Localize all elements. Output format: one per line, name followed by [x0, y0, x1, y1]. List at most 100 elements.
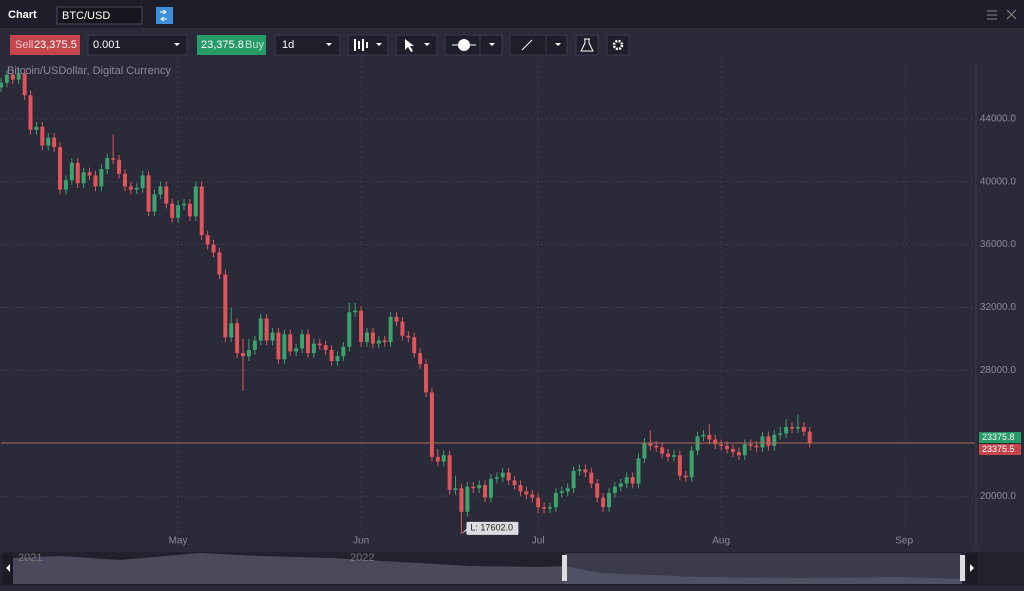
ask-tag — [979, 432, 1021, 444]
candle-body — [246, 349, 251, 357]
candle-body — [778, 433, 783, 435]
candle-body — [754, 445, 759, 448]
title-bar — [0, 0, 1024, 28]
candle-body — [105, 158, 110, 170]
link-icon[interactable] — [156, 7, 173, 24]
close-icon[interactable] — [1006, 9, 1017, 20]
candle-body — [689, 450, 694, 478]
candle-body — [52, 137, 57, 148]
cursor-icon — [405, 39, 414, 52]
candle-body — [75, 162, 80, 184]
candle-body — [618, 483, 623, 487]
candle-body — [648, 442, 653, 446]
settings-button[interactable] — [606, 34, 630, 56]
candle-body — [276, 332, 281, 360]
candle-body — [58, 147, 63, 190]
candle-body — [807, 431, 812, 444]
candle-body — [40, 126, 45, 146]
interval: 1d — [282, 39, 294, 51]
window-title: Chart — [8, 9, 37, 21]
candle-body — [801, 426, 806, 432]
navigator-handle[interactable] — [562, 555, 567, 581]
candle-body — [790, 426, 795, 429]
candle-body — [282, 334, 287, 360]
plot: May Jun Jul Aug Sep L: 17602.0 — [0, 61, 975, 547]
dropdown-arrow — [555, 43, 561, 46]
dropdown-arrow — [424, 43, 430, 46]
candle-body — [359, 310, 364, 343]
candle-body — [471, 486, 476, 489]
candle-body — [199, 186, 204, 236]
candle-body — [241, 353, 246, 357]
candle-body — [364, 332, 369, 343]
studies-button[interactable] — [575, 34, 599, 56]
candles-icon — [354, 39, 368, 51]
candle-body — [553, 492, 558, 508]
candle-body — [93, 175, 98, 187]
candle-body — [424, 364, 429, 393]
navigator-year: 2021 — [18, 552, 42, 564]
candle-body — [406, 335, 411, 338]
navigator-handle[interactable] — [960, 555, 965, 581]
navigator-year: 2022 — [350, 552, 374, 564]
candle-body — [394, 316, 399, 322]
candle-body — [158, 186, 163, 195]
candle-body — [270, 332, 275, 341]
y-tick-label: 40000.0 — [980, 176, 1017, 187]
candle-body — [252, 340, 257, 350]
candle-body — [583, 469, 588, 473]
candle-body — [264, 318, 269, 341]
candle-body — [736, 452, 741, 456]
candle-body — [459, 488, 464, 512]
candle-body — [294, 348, 299, 352]
candle-body — [760, 436, 765, 448]
quantity: 0.001 — [93, 39, 121, 51]
clock-icon — [458, 39, 470, 51]
candle-body — [128, 186, 133, 190]
candle-body — [713, 439, 718, 445]
menu-icon[interactable] — [987, 10, 997, 20]
candle-body — [28, 95, 33, 130]
candle-body — [376, 340, 381, 344]
candle-body — [258, 318, 263, 341]
bid-price: 23375.5 — [982, 444, 1015, 454]
navigator-window[interactable] — [565, 553, 962, 584]
candle-body — [429, 392, 434, 457]
candle-body — [99, 169, 104, 187]
candle-body — [530, 494, 535, 498]
candle-body — [176, 205, 181, 218]
candle-body — [111, 158, 116, 160]
candle-body — [223, 274, 228, 338]
candle-body — [311, 343, 316, 354]
candle-body — [335, 356, 340, 361]
candle-body — [642, 442, 647, 459]
candle-body — [465, 486, 470, 512]
cursor-button[interactable] — [395, 34, 438, 56]
y-tick-label: 20000.0 — [980, 491, 1017, 502]
candle-body — [146, 175, 151, 212]
candle-body — [671, 455, 676, 457]
interval-select[interactable] — [274, 34, 341, 56]
candle-body — [795, 426, 800, 429]
series-title: Bitcoin/USDollar, Digital Currency — [7, 65, 171, 77]
candle-body — [612, 486, 617, 493]
draw-button[interactable] — [509, 34, 568, 56]
candle-body — [235, 323, 240, 354]
arrow-right — [970, 564, 974, 572]
x-tick-label: Sep — [895, 536, 913, 547]
sell-button[interactable] — [10, 35, 80, 55]
quantity-select[interactable] — [87, 34, 188, 56]
symbol-input[interactable] — [56, 6, 143, 25]
line-icon — [521, 39, 533, 51]
candle-body — [418, 353, 423, 365]
flask-icon — [580, 38, 594, 52]
candle-body — [217, 252, 222, 275]
candle-body — [542, 507, 547, 509]
buy-button[interactable] — [197, 35, 266, 55]
sell-price: 23,375.5 — [34, 39, 77, 51]
buy-label: Buy — [245, 39, 264, 51]
candle-body — [170, 203, 175, 218]
candle-body — [181, 203, 186, 206]
candle-body — [46, 137, 51, 146]
candle-body — [660, 447, 665, 454]
